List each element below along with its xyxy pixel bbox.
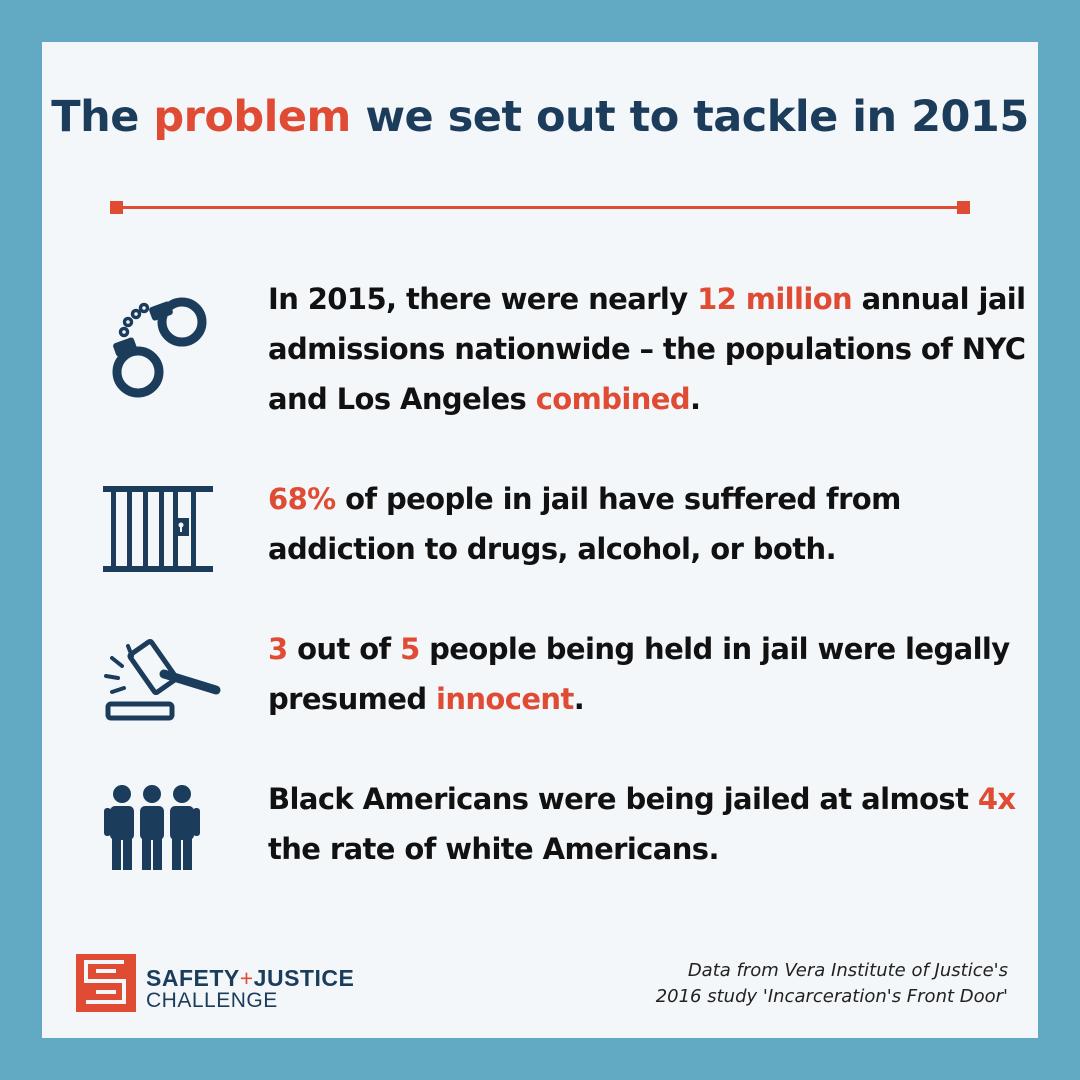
source-citation: Data from Vera Institute of Justice's 20…	[655, 960, 1008, 1007]
logo-wordmark: SAFETY+JUSTICE CHALLENGE	[146, 965, 355, 1012]
gavel-icon	[104, 638, 221, 721]
stat-presumed-innocent: 3 out of 5 people being held in jail wer…	[268, 632, 1010, 716]
page-title: The problem we set out to tackle in 2015	[51, 92, 1029, 142]
jail-bars-icon	[103, 486, 213, 572]
stat-admissions: In 2015, there were nearly 12 million an…	[268, 282, 1026, 416]
safety-justice-logo-icon	[76, 954, 136, 1012]
stat-addiction: 68% of people in jail have suffered from…	[268, 482, 901, 566]
title-highlight: problem	[153, 92, 351, 142]
handcuffs-icon	[112, 297, 207, 398]
stat-racial-disparity: Black Americans were being jailed at alm…	[268, 782, 1016, 866]
title-divider	[110, 201, 970, 214]
people-group-icon	[104, 785, 200, 870]
